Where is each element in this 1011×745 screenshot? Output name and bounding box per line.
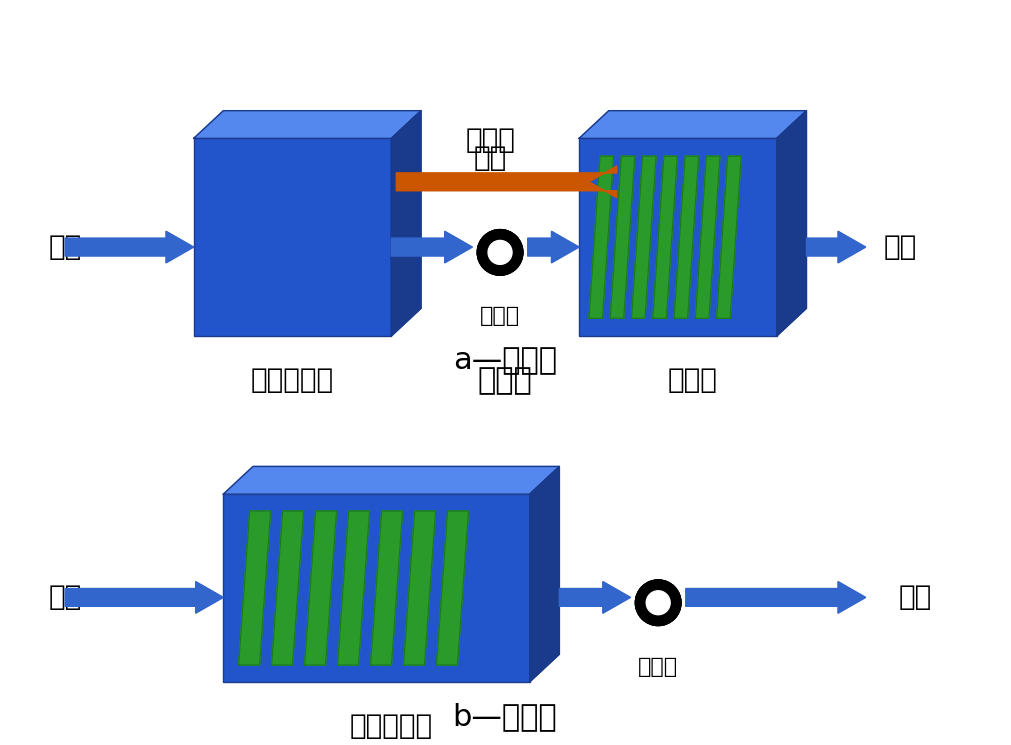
- Polygon shape: [194, 111, 421, 139]
- Circle shape: [637, 581, 680, 624]
- Polygon shape: [239, 511, 271, 665]
- Text: 加压泵: 加压泵: [480, 306, 520, 326]
- Circle shape: [478, 231, 522, 274]
- Polygon shape: [391, 231, 472, 263]
- Polygon shape: [653, 156, 677, 318]
- FancyBboxPatch shape: [194, 139, 391, 336]
- Polygon shape: [66, 582, 223, 613]
- Polygon shape: [807, 231, 865, 263]
- Circle shape: [637, 581, 680, 624]
- Polygon shape: [776, 111, 807, 336]
- Text: 回流: 回流: [473, 144, 507, 172]
- Polygon shape: [371, 511, 402, 665]
- Text: 生物反应器: 生物反应器: [251, 366, 334, 393]
- Text: 抽吸泵: 抽吸泵: [638, 656, 678, 676]
- Text: 膜组件: 膜组件: [668, 366, 718, 393]
- Text: b—一体式: b—一体式: [453, 702, 557, 731]
- Polygon shape: [66, 231, 194, 263]
- Circle shape: [478, 231, 522, 274]
- Polygon shape: [643, 600, 673, 619]
- Polygon shape: [403, 511, 436, 665]
- Polygon shape: [611, 156, 635, 318]
- Polygon shape: [396, 166, 617, 197]
- Polygon shape: [223, 466, 559, 494]
- Circle shape: [637, 581, 680, 624]
- Polygon shape: [632, 156, 656, 318]
- Polygon shape: [696, 156, 720, 318]
- Polygon shape: [437, 511, 468, 665]
- Circle shape: [646, 591, 670, 615]
- Polygon shape: [579, 111, 807, 139]
- Text: a—分置式: a—分置式: [453, 346, 557, 375]
- Text: 浓缩液: 浓缩液: [465, 126, 516, 154]
- Polygon shape: [674, 156, 699, 318]
- Polygon shape: [304, 511, 337, 665]
- FancyBboxPatch shape: [223, 494, 530, 682]
- Text: 出水: 出水: [899, 583, 932, 612]
- Circle shape: [478, 231, 522, 274]
- Circle shape: [478, 231, 522, 274]
- Text: 进水: 进水: [49, 233, 82, 261]
- Polygon shape: [530, 466, 559, 682]
- Circle shape: [637, 581, 680, 624]
- Polygon shape: [589, 156, 614, 318]
- Text: 进水: 进水: [49, 583, 82, 612]
- Polygon shape: [717, 156, 741, 318]
- Polygon shape: [272, 511, 303, 665]
- Polygon shape: [685, 582, 865, 613]
- FancyBboxPatch shape: [579, 139, 776, 336]
- Polygon shape: [391, 111, 421, 336]
- Polygon shape: [528, 231, 579, 263]
- Text: 生物反应器: 生物反应器: [350, 711, 433, 740]
- Text: 出水: 出水: [884, 233, 917, 261]
- Polygon shape: [559, 582, 631, 613]
- Circle shape: [488, 241, 512, 264]
- Polygon shape: [338, 511, 370, 665]
- Text: 膜组件: 膜组件: [477, 366, 533, 395]
- Polygon shape: [485, 249, 516, 269]
